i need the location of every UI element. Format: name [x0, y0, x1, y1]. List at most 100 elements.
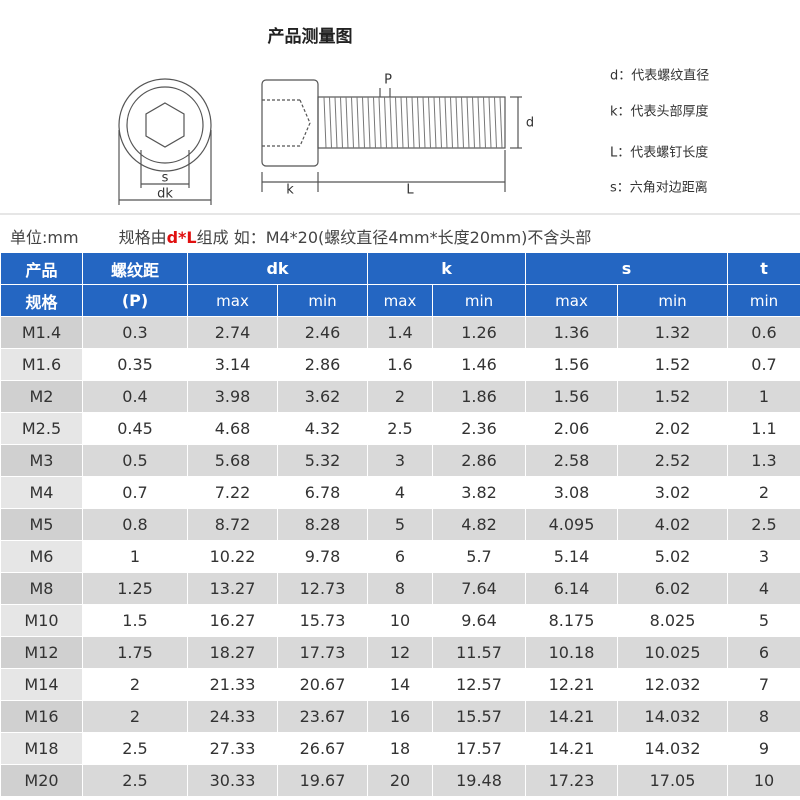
header-cell: dk: [187, 252, 368, 285]
table-row: M12 1.75 18.27 17.73 12 11.57 10.18 10.025 6: [0, 636, 800, 669]
header-cell: min: [277, 284, 368, 317]
table-cell: 5.7: [431, 540, 527, 573]
table-cell: 1.26: [431, 316, 527, 349]
table-cell: 2.36: [431, 412, 527, 445]
table-cell: 0.4: [82, 380, 188, 413]
table-cell: 19.48: [431, 764, 527, 797]
table-cell: 12.032: [617, 668, 729, 701]
legend-item: k：代表头部厚度: [610, 104, 709, 120]
table-cell: 2.5: [727, 508, 800, 541]
table-cell: 5.68: [187, 444, 278, 477]
table-cell: 2.58: [525, 444, 619, 477]
table-cell: 7.22: [187, 476, 278, 509]
table-cell: 15.57: [431, 700, 527, 733]
table-cell: 4.68: [187, 412, 278, 445]
table-cell: 9.64: [431, 604, 527, 637]
table-cell: 2.5: [82, 732, 188, 765]
table-cell: 1.46: [431, 348, 527, 381]
table-cell: 14.21: [525, 700, 619, 733]
table-cell: 20: [367, 764, 433, 797]
table-cell: 6: [727, 636, 800, 669]
table-cell: 0.45: [82, 412, 188, 445]
table-cell: 1.56: [525, 380, 619, 413]
table-cell: 2.86: [431, 444, 527, 477]
table-cell: M14: [0, 668, 83, 701]
table-cell: 14: [367, 668, 433, 701]
legend-item: L：代表螺钉长度: [610, 145, 708, 161]
table-cell: 3.62: [277, 380, 368, 413]
table-cell: 3.14: [187, 348, 278, 381]
table-cell: 6.14: [525, 572, 619, 605]
table-cell: 6.78: [277, 476, 368, 509]
table-cell: 0.8: [82, 508, 188, 541]
table-cell: 1.25: [82, 572, 188, 605]
table-cell: 0.7: [82, 476, 188, 509]
table-cell: 2.02: [617, 412, 729, 445]
table-cell: 23.67: [277, 700, 368, 733]
table-row: M14 2 21.33 20.67 14 12.57 12.21 12.032 7: [0, 668, 800, 701]
table-cell: 4.82: [431, 508, 527, 541]
table-cell: 26.67: [277, 732, 368, 765]
table-cell: M12: [0, 636, 83, 669]
table-cell: 2.74: [187, 316, 278, 349]
table-cell: 1.32: [617, 316, 729, 349]
table-cell: 10.025: [617, 636, 729, 669]
spec-highlight: d*L: [166, 228, 197, 247]
table-cell: 0.35: [82, 348, 188, 381]
table-cell: 4: [727, 572, 800, 605]
table-cell: 1: [82, 540, 188, 573]
table-cell: 3.82: [431, 476, 527, 509]
table-cell: M16: [0, 700, 83, 733]
table-cell: 1.56: [525, 348, 619, 381]
table-cell: 10.18: [525, 636, 619, 669]
table-cell: 1: [727, 380, 800, 413]
table-cell: 21.33: [187, 668, 278, 701]
table-cell: 1.4: [367, 316, 433, 349]
diagram: s dk k L P d d：代表螺纹直径 k：代表头部厚度 L：代表螺钉长度 …: [0, 69, 800, 215]
table-cell: M18: [0, 732, 83, 765]
label-k: k: [286, 183, 294, 198]
table-row: M20 2.5 30.33 19.67 20 19.48 17.23 17.05 10: [0, 764, 800, 797]
table-cell: 4.32: [277, 412, 368, 445]
header-cell: min: [431, 284, 527, 317]
table-row: M8 1.25 13.27 12.73 8 7.64 6.14 6.02 4: [0, 572, 800, 605]
table-cell: 11.57: [431, 636, 527, 669]
label-d: d: [526, 116, 534, 131]
table-cell: 4: [367, 476, 433, 509]
table-cell: 1.1: [727, 412, 800, 445]
table-cell: 0.7: [727, 348, 800, 381]
table-cell: 8.025: [617, 604, 729, 637]
table-row: M6 1 10.22 9.78 6 5.7 5.14 5.02 3: [0, 540, 800, 573]
header-cell: t: [727, 252, 800, 285]
table-cell: 24.33: [187, 700, 278, 733]
table-cell: 1.3: [727, 444, 800, 477]
table-cell: 19.67: [277, 764, 368, 797]
table-cell: 3: [727, 540, 800, 573]
table-cell: M20: [0, 764, 83, 797]
label-L: L: [406, 183, 414, 198]
table-cell: 16: [367, 700, 433, 733]
table-cell: M10: [0, 604, 83, 637]
table-cell: 2: [82, 668, 188, 701]
table-cell: 8.175: [525, 604, 619, 637]
table-cell: M1.4: [0, 316, 83, 349]
table-row: M18 2.5 27.33 26.67 18 17.57 14.21 14.032 9: [0, 732, 800, 765]
header-cell: 产品: [0, 252, 83, 285]
table-row: M16 2 24.33 23.67 16 15.57 14.21 14.032 8: [0, 700, 800, 733]
table-row: M3 0.5 5.68 5.32 3 2.86 2.58 2.52 1.3: [0, 444, 800, 477]
header-cell: max: [187, 284, 278, 317]
table-cell: 10: [367, 604, 433, 637]
table-cell: 8.72: [187, 508, 278, 541]
table-cell: 17.73: [277, 636, 368, 669]
table-cell: 10.22: [187, 540, 278, 573]
table-cell: 2.46: [277, 316, 368, 349]
table-cell: M4: [0, 476, 83, 509]
table-cell: 1.5: [82, 604, 188, 637]
header-row: 规格 (P) max min max min max min min: [0, 284, 800, 317]
table-cell: M6: [0, 540, 83, 573]
table-cell: 17.23: [525, 764, 619, 797]
table-row: M2 0.4 3.98 3.62 2 1.86 1.56 1.52 1: [0, 380, 800, 413]
table-cell: 17.57: [431, 732, 527, 765]
table-cell: 30.33: [187, 764, 278, 797]
